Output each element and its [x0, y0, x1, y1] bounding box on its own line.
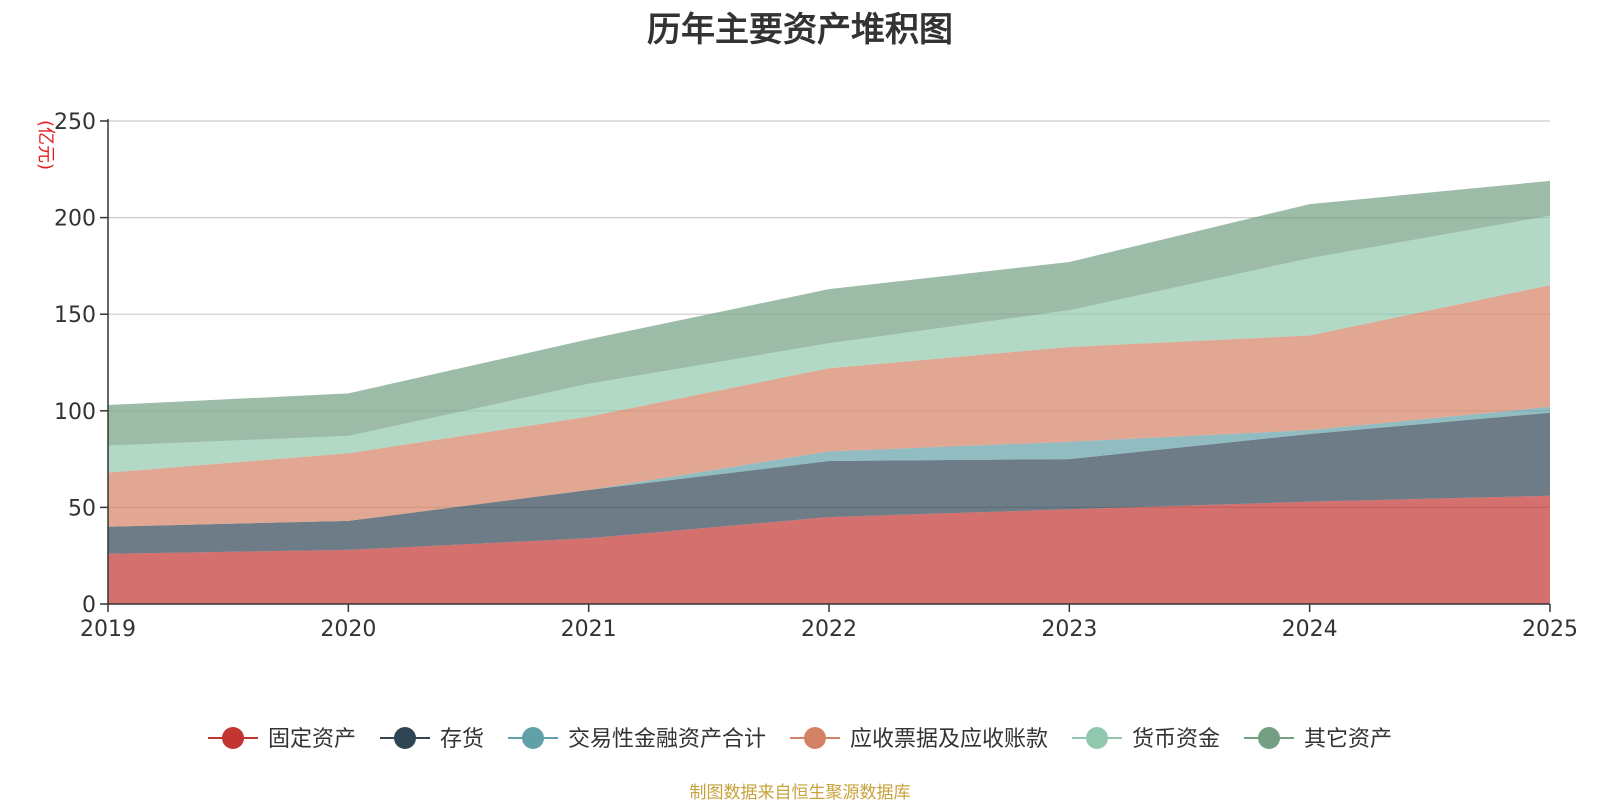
legend-label-5: 其它资产	[1304, 727, 1392, 752]
y-tick-label-150: 150	[54, 303, 96, 328]
y-tick-label-250: 250	[54, 110, 96, 135]
legend-marker-1	[394, 727, 416, 749]
area-series-4	[108, 215, 1550, 473]
y-tick-label-0: 0	[82, 593, 96, 618]
x-tick-label-2021: 2021	[561, 617, 617, 642]
legend-label-1: 存货	[440, 727, 484, 752]
legend-item-2: 交易性金融资产合计	[508, 727, 766, 752]
x-tick-label-2022: 2022	[801, 617, 857, 642]
x-tick-label-2025: 2025	[1522, 617, 1578, 642]
legend-marker-5	[1258, 727, 1280, 749]
legend-item-4: 货币资金	[1072, 727, 1220, 752]
axis-layer: 0 50 100 150 200 250 2019 2020 2021 2022 2023 2024 2…	[54, 110, 1578, 642]
area-series-3	[108, 285, 1550, 527]
legend-item-5: 其它资产	[1244, 727, 1392, 752]
legend-label-3: 应收票据及应收账款	[850, 727, 1048, 752]
area-series-1	[108, 412, 1550, 554]
legend-marker-0	[222, 727, 244, 749]
area-series-5	[108, 180, 1550, 446]
legend-item-1: 存货	[380, 727, 484, 752]
chart-title: 历年主要资产堆积图	[647, 10, 953, 50]
legend-marker-2	[522, 727, 544, 749]
y-axis-unit-label: (亿元)	[35, 120, 56, 170]
x-tick-label-2024: 2024	[1282, 617, 1338, 642]
area-series-0	[108, 495, 1550, 604]
x-tick-label-2020: 2020	[320, 617, 376, 642]
area-series-2	[108, 406, 1550, 527]
x-tick-label-2023: 2023	[1041, 617, 1097, 642]
legend-label-0: 固定资产	[268, 727, 356, 752]
y-tick-label-100: 100	[54, 400, 96, 425]
legend-label-2: 交易性金融资产合计	[568, 727, 766, 752]
data-source-note: 制图数据来自恒生聚源数据库	[689, 783, 911, 803]
legend-item-3: 应收票据及应收账款	[790, 727, 1048, 752]
y-tick-label-200: 200	[54, 207, 96, 232]
x-tick-label-2019: 2019	[80, 617, 136, 642]
legend: 固定资产 存货 交易性金融资产合计 应收票据及应收账款 货币资金 其它资产	[208, 727, 1392, 752]
y-tick-label-50: 50	[68, 496, 96, 521]
area-layer	[108, 180, 1550, 604]
legend-marker-3	[804, 727, 826, 749]
legend-label-4: 货币资金	[1132, 727, 1220, 752]
legend-marker-4	[1086, 727, 1108, 749]
legend-item-0: 固定资产	[208, 727, 356, 752]
